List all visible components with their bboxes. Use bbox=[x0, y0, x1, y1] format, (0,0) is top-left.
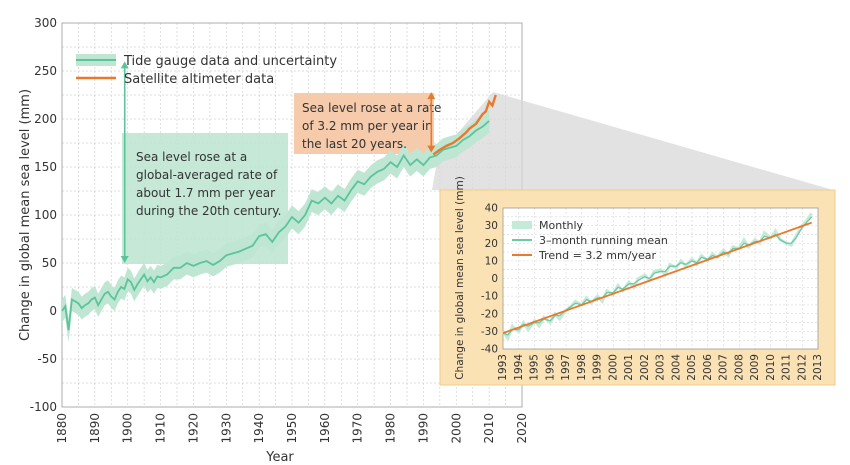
inset-y-tick-label: -20 bbox=[481, 308, 498, 320]
main-y-tick-label: -100 bbox=[30, 400, 57, 414]
inset-x-tick-label: 2001 bbox=[623, 354, 635, 381]
annotation-last-20-years-line-2: of 3.2 mm per year in bbox=[302, 119, 433, 133]
main-x-tick-label: 1880 bbox=[55, 413, 69, 444]
inset-x-tick-label: 2012 bbox=[796, 354, 808, 381]
inset-x-tick-label: 2004 bbox=[670, 354, 682, 381]
main-y-tick-label: 0 bbox=[49, 304, 57, 318]
inset-x-tick-label: 1998 bbox=[576, 354, 588, 381]
main-y-tick-label: 150 bbox=[34, 160, 57, 174]
main-legend: Tide gauge data and uncertainty Satellit… bbox=[76, 54, 337, 87]
inset-x-tick-label: 2006 bbox=[702, 354, 714, 381]
inset-x-tick-label: 1994 bbox=[513, 354, 525, 381]
inset-x-tick-label: 2003 bbox=[655, 354, 667, 381]
main-y-tick-labels: -100 -50 0 50 100 150 200 250 300 bbox=[30, 16, 57, 414]
annotation-20th-century-line-4: during the 20th century. bbox=[136, 204, 281, 218]
satellite-altimeter-line bbox=[432, 94, 497, 156]
inset-x-tick-label: 2011 bbox=[781, 354, 793, 381]
main-x-tick-label: 2010 bbox=[482, 413, 496, 444]
main-x-tick-label: 1900 bbox=[121, 413, 135, 444]
inset-y-tick-label: -40 bbox=[481, 344, 498, 356]
main-x-tick-label: 1970 bbox=[351, 413, 365, 444]
inset-y-tick-label: 0 bbox=[491, 273, 498, 285]
main-x-axis-label: Year bbox=[265, 450, 294, 465]
main-x-tick-label: 1920 bbox=[186, 413, 200, 444]
annotation-20th-century-line-3: about 1.7 mm per year bbox=[136, 186, 275, 200]
inset-y-tick-label: 20 bbox=[485, 238, 498, 250]
main-y-tick-label: 250 bbox=[34, 64, 57, 78]
annotation-20th-century-line-1: Sea level rose at a bbox=[136, 150, 247, 164]
inset-x-tick-label: 2005 bbox=[686, 354, 698, 381]
inset-y-tick-label: -10 bbox=[481, 291, 498, 303]
zoom-connector bbox=[432, 92, 833, 190]
inset-y-axis-label: Change in global mean sea level (mm) bbox=[454, 176, 466, 380]
inset-trend-series bbox=[502, 221, 813, 334]
annotation-arrow-head-top bbox=[120, 61, 129, 69]
main-x-tick-label: 2020 bbox=[515, 413, 529, 444]
annotation-arrow-head-bottom bbox=[427, 145, 436, 153]
inset-y-tick-label: -30 bbox=[481, 326, 498, 338]
inset-x-tick-labels: 1993 1994 1995 1996 1997 1998 1999 2000 2001 2002… bbox=[497, 354, 824, 381]
inset-legend: Monthly 3–month running mean Trend = 3.2… bbox=[512, 219, 668, 262]
inset-x-tick-label: 2009 bbox=[749, 354, 761, 381]
inset-x-tick-label: 1997 bbox=[560, 354, 572, 381]
main-x-tick-label: 1940 bbox=[252, 413, 266, 444]
inset-x-tick-label: 1999 bbox=[592, 354, 604, 381]
main-x-tick-label: 1890 bbox=[88, 413, 102, 444]
inset-x-tick-label: 1993 bbox=[497, 354, 509, 381]
main-y-tick-label: 100 bbox=[34, 208, 57, 222]
inset-x-tick-label: 2007 bbox=[718, 354, 730, 381]
tide-gauge-line bbox=[61, 120, 490, 331]
inset-gridlines bbox=[503, 208, 818, 349]
inset-y-tick-label: 10 bbox=[485, 255, 498, 267]
inset-legend-swatch-monthly bbox=[512, 221, 532, 229]
main-x-tick-label: 1930 bbox=[219, 413, 233, 444]
inset-y-tick-label: 40 bbox=[485, 203, 498, 215]
main-x-tick-label: 1980 bbox=[384, 413, 398, 444]
main-x-tick-label: 1990 bbox=[416, 413, 430, 444]
inset-legend-label-running-mean: 3–month running mean bbox=[539, 234, 668, 247]
annotation-arrow-head-top bbox=[427, 92, 436, 100]
main-y-tick-label: 50 bbox=[42, 256, 57, 270]
inset-legend-label-monthly: Monthly bbox=[539, 219, 584, 232]
annotation-20th-century-line-2: global-averaged rate of bbox=[136, 168, 278, 182]
main-x-tick-label: 2000 bbox=[449, 413, 463, 444]
tide-gauge-uncertainty-band bbox=[62, 109, 490, 342]
annotation-arrow-head-bottom bbox=[120, 256, 129, 263]
main-x-tick-label: 1910 bbox=[154, 413, 168, 444]
inset-x-tick-label: 2000 bbox=[607, 354, 619, 381]
inset-trend-line bbox=[502, 221, 813, 334]
annotation-last-20-years-line-1: Sea level rose at a rate bbox=[302, 101, 441, 115]
annotation-last-20-years: Sea level rose at a rate of 3.2 mm per y… bbox=[302, 101, 441, 151]
inset-y-tick-label: 30 bbox=[485, 220, 498, 232]
inset-plot-frame bbox=[502, 207, 819, 350]
inset-x-tick-label: 2013 bbox=[812, 354, 824, 381]
inset-x-tick-label: 2008 bbox=[733, 354, 745, 381]
main-y-tick-label: 200 bbox=[34, 112, 57, 126]
annotation-last-20-years-line-3: the last 20 years. bbox=[302, 137, 407, 151]
main-x-tick-label: 1950 bbox=[285, 413, 299, 444]
main-y-tick-label: 300 bbox=[34, 16, 57, 30]
tide-gauge-series bbox=[61, 120, 490, 331]
inset-x-tick-label: 2010 bbox=[765, 354, 777, 381]
inset-x-tick-label: 1996 bbox=[544, 354, 556, 381]
annotation-arrows bbox=[120, 61, 436, 263]
inset-x-tick-label: 1995 bbox=[529, 354, 541, 381]
tide-gauge-band bbox=[62, 109, 490, 342]
legend-label-tide-gauge: Tide gauge data and uncertainty bbox=[123, 54, 337, 69]
inset-x-tick-label: 2002 bbox=[639, 354, 651, 381]
main-x-tick-label: 1960 bbox=[318, 413, 332, 444]
inset-legend-label-trend: Trend = 3.2 mm/year bbox=[538, 249, 656, 262]
main-y-tick-label: -50 bbox=[37, 352, 57, 366]
inset-y-tick-labels: 40 30 20 10 0 -10 -20 -30 -40 bbox=[481, 203, 498, 356]
main-y-axis-label: Change in global mean sea level (mm) bbox=[18, 89, 33, 341]
legend-label-satellite: Satellite altimeter data bbox=[124, 72, 274, 87]
main-x-tick-labels: 1880 1890 1900 1910 1920 1930 1940 1950 1960 1970… bbox=[55, 413, 529, 444]
annotation-box-last-20-years bbox=[294, 93, 434, 154]
satellite-series bbox=[432, 94, 497, 156]
annotation-20th-century: Sea level rose at a global-averaged rate… bbox=[136, 150, 281, 218]
